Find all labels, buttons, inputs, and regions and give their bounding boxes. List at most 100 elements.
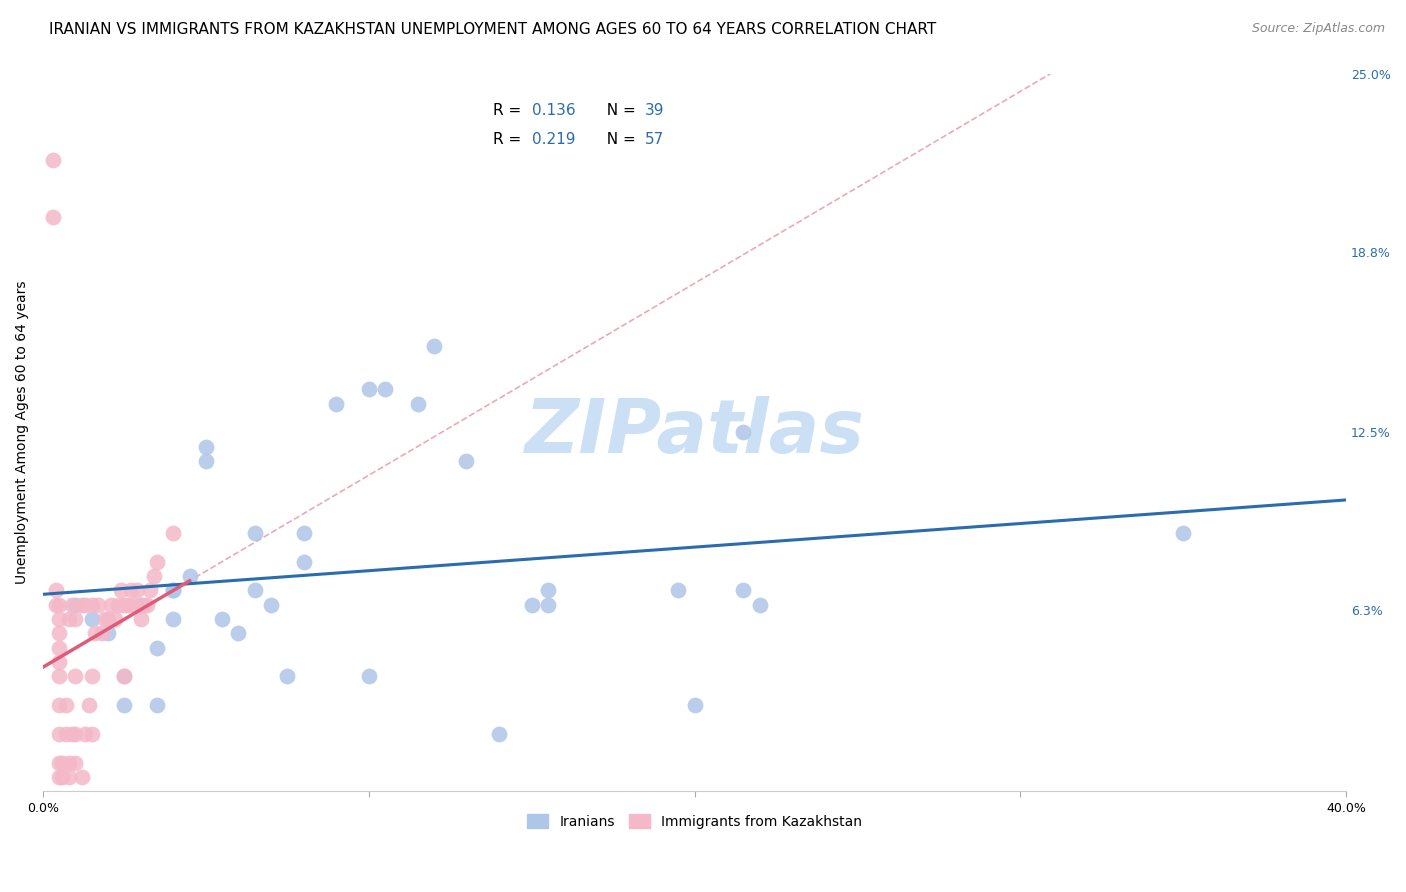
Point: [97, 612, 120, 626]
Point: [127, 583, 149, 598]
Point: [537, 598, 560, 612]
Point: [162, 525, 184, 540]
Point: [48, 612, 70, 626]
Point: [103, 612, 125, 626]
Point: [48, 669, 70, 683]
Point: [211, 612, 233, 626]
Point: [60, 598, 83, 612]
Point: [100, 598, 122, 612]
Point: [70, 598, 93, 612]
Point: [55, 727, 77, 741]
Point: [1173, 525, 1195, 540]
Point: [228, 626, 250, 640]
Point: [45, 598, 67, 612]
Point: [456, 454, 478, 468]
Point: [84, 626, 107, 640]
Point: [292, 555, 315, 569]
Point: [146, 555, 169, 569]
Text: R =: R =: [492, 103, 526, 119]
Point: [683, 698, 706, 713]
Point: [77, 698, 100, 713]
Point: [142, 569, 165, 583]
Point: [733, 425, 755, 440]
Point: [520, 598, 543, 612]
Point: [325, 397, 347, 411]
Point: [194, 440, 217, 454]
Point: [276, 669, 298, 683]
Point: [41, 153, 63, 167]
Point: [51, 770, 73, 784]
Point: [75, 727, 97, 741]
Point: [107, 598, 129, 612]
Point: [87, 598, 110, 612]
Point: [45, 583, 67, 598]
Point: [748, 598, 770, 612]
Point: [260, 598, 283, 612]
Y-axis label: Unemployment Among Ages 60 to 64 years: Unemployment Among Ages 60 to 64 years: [15, 281, 30, 584]
Point: [733, 583, 755, 598]
Text: IRANIAN VS IMMIGRANTS FROM KAZAKHSTAN UNEMPLOYMENT AMONG AGES 60 TO 64 YEARS COR: IRANIAN VS IMMIGRANTS FROM KAZAKHSTAN UN…: [49, 22, 936, 37]
Point: [48, 698, 70, 713]
Point: [65, 612, 87, 626]
Text: 0.136: 0.136: [531, 103, 575, 119]
Point: [112, 598, 135, 612]
Point: [65, 756, 87, 770]
Point: [70, 770, 93, 784]
Legend: Iranians, Immigrants from Kazakhstan: Iranians, Immigrants from Kazakhstan: [522, 809, 868, 835]
Text: ZIPatlas: ZIPatlas: [524, 396, 865, 469]
Point: [139, 583, 162, 598]
Point: [146, 698, 169, 713]
Point: [55, 698, 77, 713]
Text: N =: N =: [596, 132, 641, 147]
Point: [537, 583, 560, 598]
Point: [65, 598, 87, 612]
Point: [179, 569, 201, 583]
Point: [58, 756, 80, 770]
Point: [90, 626, 112, 640]
Point: [162, 612, 184, 626]
Point: [60, 727, 83, 741]
Point: [136, 598, 159, 612]
Point: [80, 669, 103, 683]
Text: N =: N =: [596, 103, 641, 119]
Point: [162, 583, 184, 598]
Point: [48, 640, 70, 655]
Point: [112, 669, 135, 683]
Point: [110, 583, 132, 598]
Point: [406, 397, 429, 411]
Point: [374, 382, 396, 396]
Point: [41, 210, 63, 224]
Point: [162, 583, 184, 598]
Point: [194, 454, 217, 468]
Point: [65, 727, 87, 741]
Point: [120, 583, 142, 598]
Point: [132, 598, 155, 612]
Text: 39: 39: [645, 103, 665, 119]
Point: [97, 626, 120, 640]
Point: [48, 727, 70, 741]
Point: [80, 612, 103, 626]
Point: [58, 612, 80, 626]
Point: [48, 626, 70, 640]
Point: [243, 583, 266, 598]
Point: [48, 756, 70, 770]
Point: [117, 598, 139, 612]
Point: [129, 598, 152, 612]
Point: [94, 612, 117, 626]
Point: [112, 669, 135, 683]
Point: [48, 598, 70, 612]
Point: [488, 727, 510, 741]
Point: [146, 640, 169, 655]
Point: [423, 339, 446, 353]
Point: [357, 382, 380, 396]
Text: 0.219: 0.219: [531, 132, 575, 147]
Point: [65, 669, 87, 683]
Point: [357, 669, 380, 683]
Text: Source: ZipAtlas.com: Source: ZipAtlas.com: [1251, 22, 1385, 36]
Text: R =: R =: [492, 132, 526, 147]
Point: [80, 727, 103, 741]
Point: [243, 525, 266, 540]
Point: [666, 583, 689, 598]
Point: [122, 598, 145, 612]
Point: [292, 525, 315, 540]
